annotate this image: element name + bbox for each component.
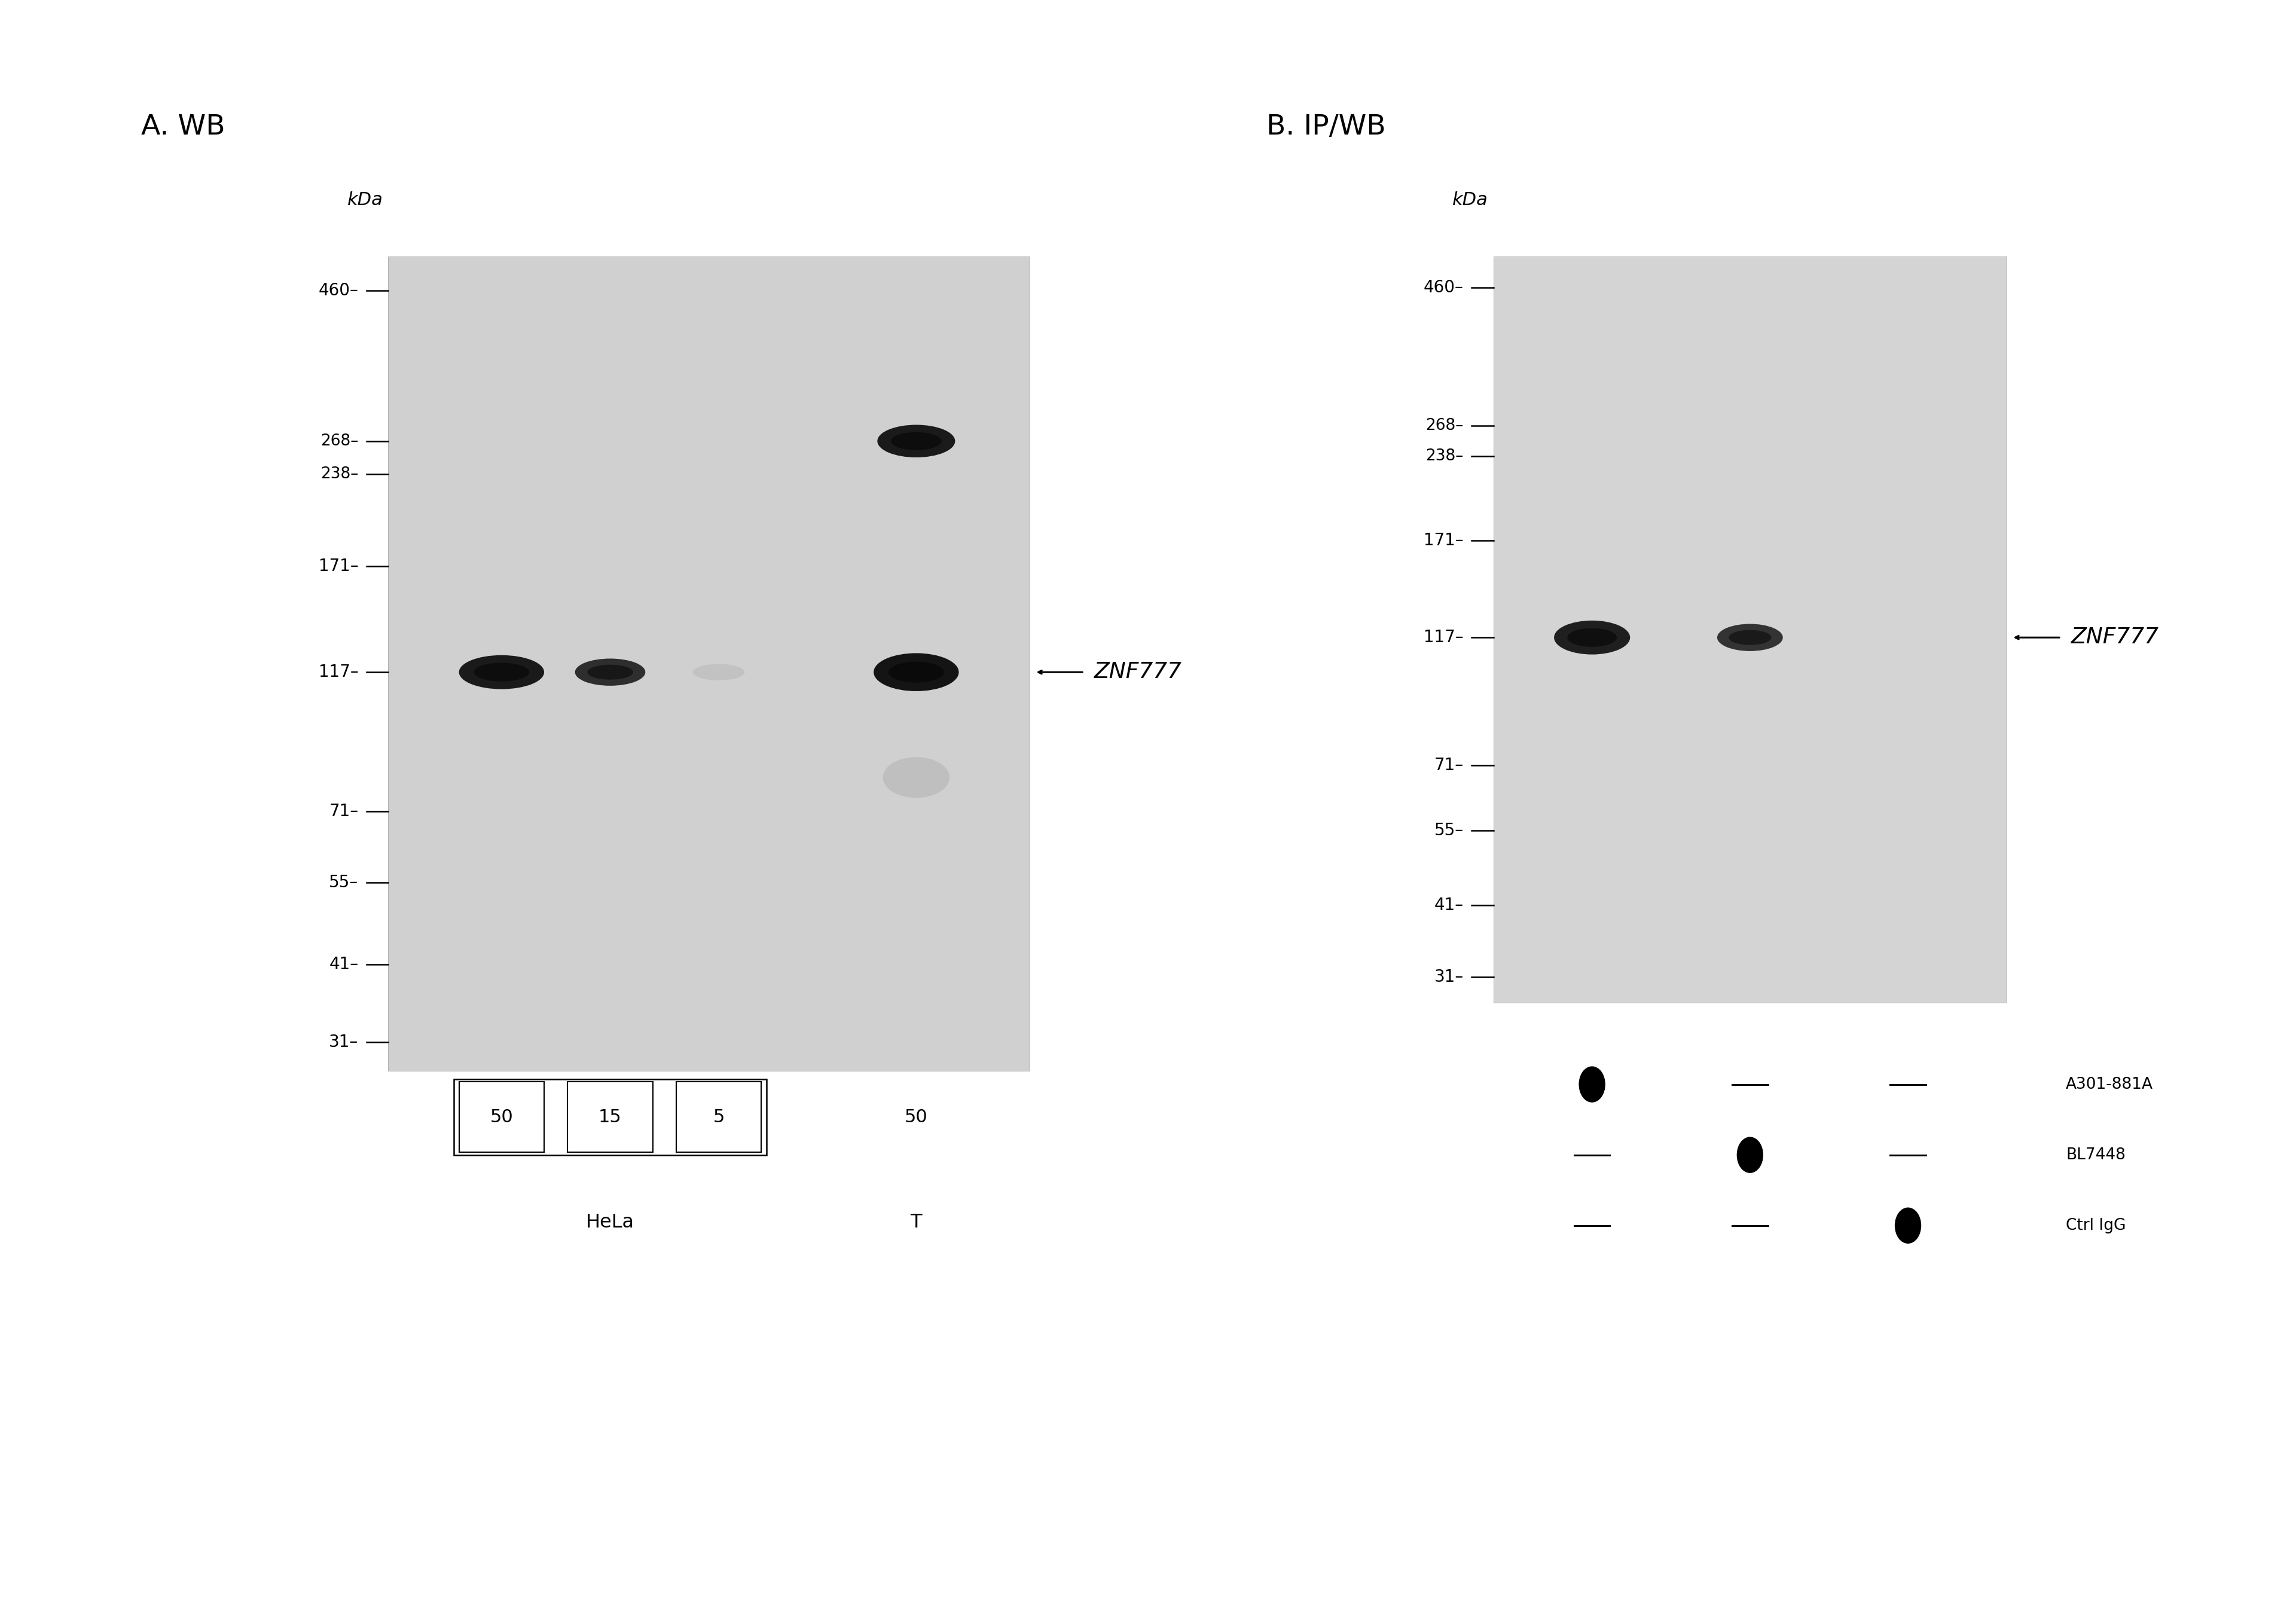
Ellipse shape — [459, 655, 544, 690]
Text: 268–: 268– — [321, 433, 358, 449]
Ellipse shape — [693, 664, 744, 680]
Text: kDa: kDa — [1453, 192, 1488, 209]
Bar — [459, 1081, 544, 1153]
Text: 31–: 31– — [1435, 968, 1465, 985]
Text: 41–: 41– — [328, 957, 358, 973]
Ellipse shape — [891, 433, 941, 450]
Ellipse shape — [875, 653, 960, 692]
Text: 460–: 460– — [1424, 279, 1465, 295]
Text: Ctrl IgG: Ctrl IgG — [2066, 1219, 2126, 1233]
Bar — [677, 1081, 762, 1153]
Ellipse shape — [1554, 621, 1630, 655]
Text: 171–: 171– — [1424, 532, 1465, 549]
Text: BL7448: BL7448 — [2066, 1147, 2126, 1163]
Ellipse shape — [588, 664, 634, 680]
Ellipse shape — [884, 757, 951, 798]
Bar — [567, 1081, 652, 1153]
Bar — [455, 1080, 767, 1155]
Ellipse shape — [1729, 631, 1770, 645]
Text: 55–: 55– — [1435, 822, 1465, 838]
Text: kDa: kDa — [347, 192, 383, 209]
Text: 55–: 55– — [328, 874, 358, 891]
Ellipse shape — [574, 658, 645, 685]
Text: 50: 50 — [489, 1108, 512, 1126]
Ellipse shape — [877, 425, 955, 457]
Text: A. WB: A. WB — [142, 113, 225, 141]
Text: 117–: 117– — [1424, 629, 1465, 645]
Text: A301-881A: A301-881A — [2066, 1076, 2154, 1092]
Text: T: T — [912, 1214, 923, 1231]
Circle shape — [1894, 1207, 1922, 1242]
Ellipse shape — [473, 663, 530, 682]
Text: 71–: 71– — [328, 803, 358, 819]
Text: 268–: 268– — [1426, 418, 1465, 433]
Text: 41–: 41– — [1435, 898, 1465, 913]
Text: 117–: 117– — [319, 664, 358, 680]
Text: ZNF777: ZNF777 — [2071, 626, 2158, 648]
Ellipse shape — [1568, 628, 1616, 647]
Ellipse shape — [1717, 624, 1782, 652]
Ellipse shape — [889, 661, 944, 682]
Bar — [1492, 256, 2007, 1003]
Text: 238–: 238– — [321, 466, 358, 482]
Text: 5: 5 — [714, 1108, 726, 1126]
Text: 31–: 31– — [328, 1033, 358, 1051]
Text: 50: 50 — [905, 1108, 928, 1126]
Text: 171–: 171– — [319, 557, 358, 575]
Circle shape — [1580, 1067, 1605, 1102]
Text: 15: 15 — [599, 1108, 622, 1126]
Text: B. IP/WB: B. IP/WB — [1267, 113, 1387, 141]
Text: 460–: 460– — [319, 283, 358, 299]
Text: 71–: 71– — [1435, 757, 1465, 773]
Text: HeLa: HeLa — [585, 1214, 634, 1231]
Circle shape — [1738, 1137, 1763, 1172]
Bar — [388, 257, 1029, 1070]
Text: ZNF777: ZNF777 — [1093, 661, 1182, 684]
Text: 238–: 238– — [1426, 449, 1465, 463]
